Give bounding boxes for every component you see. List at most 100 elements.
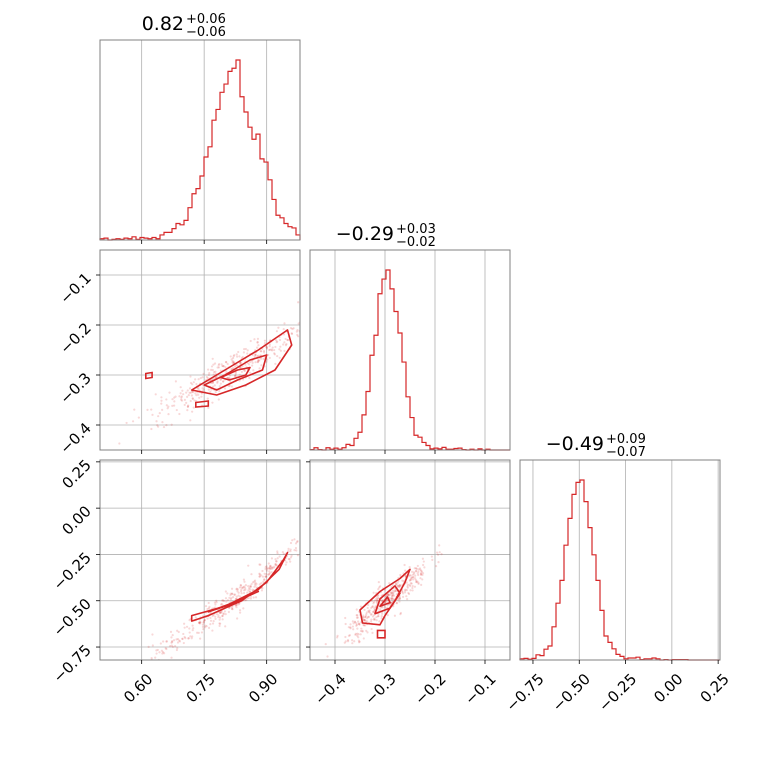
scatter-point (275, 341, 278, 344)
scatter-point (146, 408, 149, 411)
scatter-point (390, 592, 393, 595)
scatter-point (276, 354, 279, 358)
y-tick-label: −0.3 (56, 369, 94, 407)
scatter-point (254, 584, 257, 587)
scatter-point (229, 598, 232, 601)
x-tick-label: −0.2 (411, 670, 449, 708)
scatter-point (409, 582, 412, 585)
scatter-point (197, 393, 200, 396)
scatter-point (414, 574, 417, 577)
scatter-point (396, 584, 399, 587)
scatter-point (236, 588, 239, 591)
scatter-point (356, 627, 359, 630)
scatter-point (245, 598, 248, 602)
scatter-point (216, 366, 219, 369)
scatter-point (178, 395, 181, 398)
scatter-point (302, 321, 304, 323)
scatter-point (222, 365, 225, 368)
scatter-point (227, 376, 230, 380)
scatter-point (409, 574, 412, 577)
scatter-point (238, 602, 241, 605)
scatter-point (295, 330, 298, 333)
scatter-point (376, 597, 379, 600)
scatter-point (254, 354, 257, 357)
scatter-point (253, 583, 257, 586)
scatter-point (224, 625, 227, 628)
scatter-point (290, 554, 293, 557)
scatter-point (189, 399, 192, 403)
scatter-point (199, 620, 202, 624)
scatter-point (398, 596, 401, 599)
scatter-point (206, 607, 209, 611)
scatter-point (348, 300, 350, 302)
scatter-point (362, 637, 365, 640)
scatter-point (344, 622, 347, 626)
scatter-point (249, 584, 252, 587)
scatter-point (173, 400, 176, 403)
scatter-point (264, 575, 267, 578)
scatter-point (150, 408, 153, 411)
scatter-point (283, 349, 286, 352)
scatter-point (320, 309, 322, 311)
scatter-point (237, 603, 240, 606)
scatter-point (276, 340, 279, 343)
scatter-point (258, 573, 262, 576)
scatter-point (222, 365, 225, 368)
param-title-median: −0.29 (336, 223, 394, 245)
hist-panel-0: 0.82 +0.06−0.06 (99, 12, 301, 241)
scatter-point (302, 542, 304, 544)
scatter-point (401, 592, 405, 595)
scatter-point (364, 619, 367, 622)
scatter-point (349, 626, 352, 629)
y-tick-label: −0.25 (50, 549, 95, 594)
scatter-point (347, 487, 349, 489)
scatter-point (398, 597, 402, 600)
scatter-point (192, 627, 195, 630)
scatter-point (259, 357, 263, 360)
scatter-point (204, 624, 207, 627)
scatter-point (274, 563, 277, 566)
scatter-point (233, 374, 237, 377)
scatter-point (186, 405, 190, 408)
scatter-point (256, 341, 259, 344)
scatter-point (166, 407, 169, 410)
scatter-point (231, 359, 234, 362)
scatter-point (344, 292, 346, 294)
scatter-point (211, 614, 214, 618)
scatter-point (268, 566, 271, 570)
scatter-point (192, 406, 195, 409)
scatter-point (411, 576, 414, 579)
scatter-point (290, 332, 294, 336)
scatter-point (201, 625, 205, 628)
scatter-point (406, 583, 409, 586)
scatter-point (158, 651, 161, 654)
scatter-point (257, 354, 260, 357)
scatter-point (232, 366, 235, 370)
scatter-point (207, 626, 211, 629)
scatter-point (234, 374, 237, 378)
scatter-point (358, 640, 361, 643)
scatter-point (418, 567, 422, 570)
y-tick-label: 0.00 (58, 502, 94, 538)
scatter-point (222, 380, 225, 383)
scatter-point (176, 629, 179, 632)
scatter-point (218, 622, 221, 625)
scatter-point (191, 397, 194, 400)
scatter-point (419, 572, 423, 575)
y-tick-label: −0.1 (56, 269, 94, 307)
scatter-point (266, 567, 269, 571)
scatter-point (330, 517, 332, 519)
scatter-point (404, 569, 407, 572)
scatter-point (419, 577, 422, 580)
scatter-point (381, 612, 384, 615)
scatter-point (269, 567, 272, 571)
scatter-point (377, 581, 380, 584)
scatter-point (289, 326, 293, 330)
scatter-point (377, 614, 380, 618)
scatter-point (235, 603, 238, 607)
scatter-point (412, 572, 416, 575)
histogram-2 (519, 479, 720, 661)
scatter-point (357, 636, 360, 639)
scatter-point (243, 599, 247, 602)
